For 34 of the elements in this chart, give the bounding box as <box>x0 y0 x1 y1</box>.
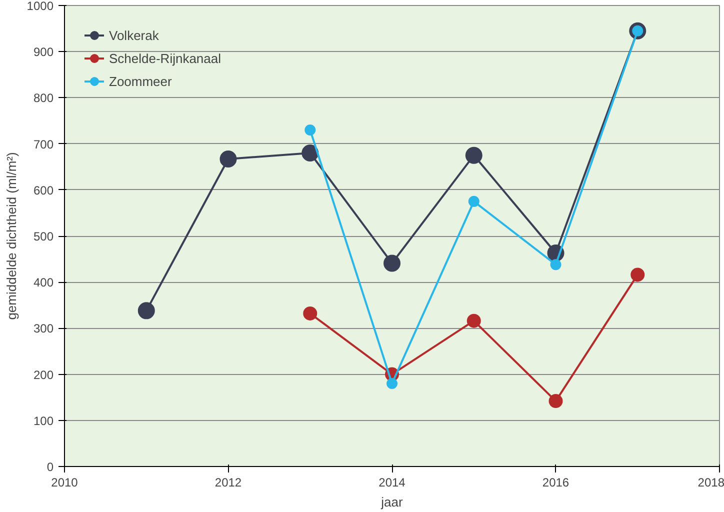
point <box>550 259 562 270</box>
legend-label: Schelde-Rijnkanaal <box>109 50 222 66</box>
point <box>220 150 237 168</box>
point <box>302 144 319 162</box>
point <box>466 314 481 328</box>
y-tick-label: 500 <box>33 230 54 244</box>
point <box>304 124 316 136</box>
point <box>384 254 400 272</box>
point <box>465 146 482 164</box>
y-tick-label: 200 <box>33 368 54 382</box>
x-tick-label: 2010 <box>51 476 78 490</box>
point <box>630 268 645 282</box>
y-axis-title: gemiddelde dichtheid (ml/m²) <box>4 152 19 320</box>
point <box>303 306 318 320</box>
legend-label: Volkerak <box>109 28 159 42</box>
x-tick-label: 2012 <box>214 476 242 490</box>
x-tick-label: 2014 <box>378 476 406 490</box>
legend-label: Zoommeer <box>109 74 172 88</box>
y-tick-label: 300 <box>33 322 54 336</box>
y-tick-label: 900 <box>33 45 54 60</box>
y-tick-label: 1000 <box>26 0 54 13</box>
point <box>138 302 155 320</box>
y-tick-label: 0 <box>46 460 54 474</box>
y-tick-label: 800 <box>33 91 54 106</box>
y-tick-label: 100 <box>33 414 54 428</box>
x-tick-label: 2018 <box>698 476 724 490</box>
x-axis-title: jaar <box>380 494 404 510</box>
y-tick-label: 400 <box>33 276 54 290</box>
y-tick-label: 700 <box>33 137 54 152</box>
point <box>548 394 563 408</box>
point <box>386 378 398 390</box>
y-tick-label: 600 <box>33 183 54 198</box>
point <box>468 196 480 207</box>
x-tick-label: 2016 <box>542 476 570 490</box>
